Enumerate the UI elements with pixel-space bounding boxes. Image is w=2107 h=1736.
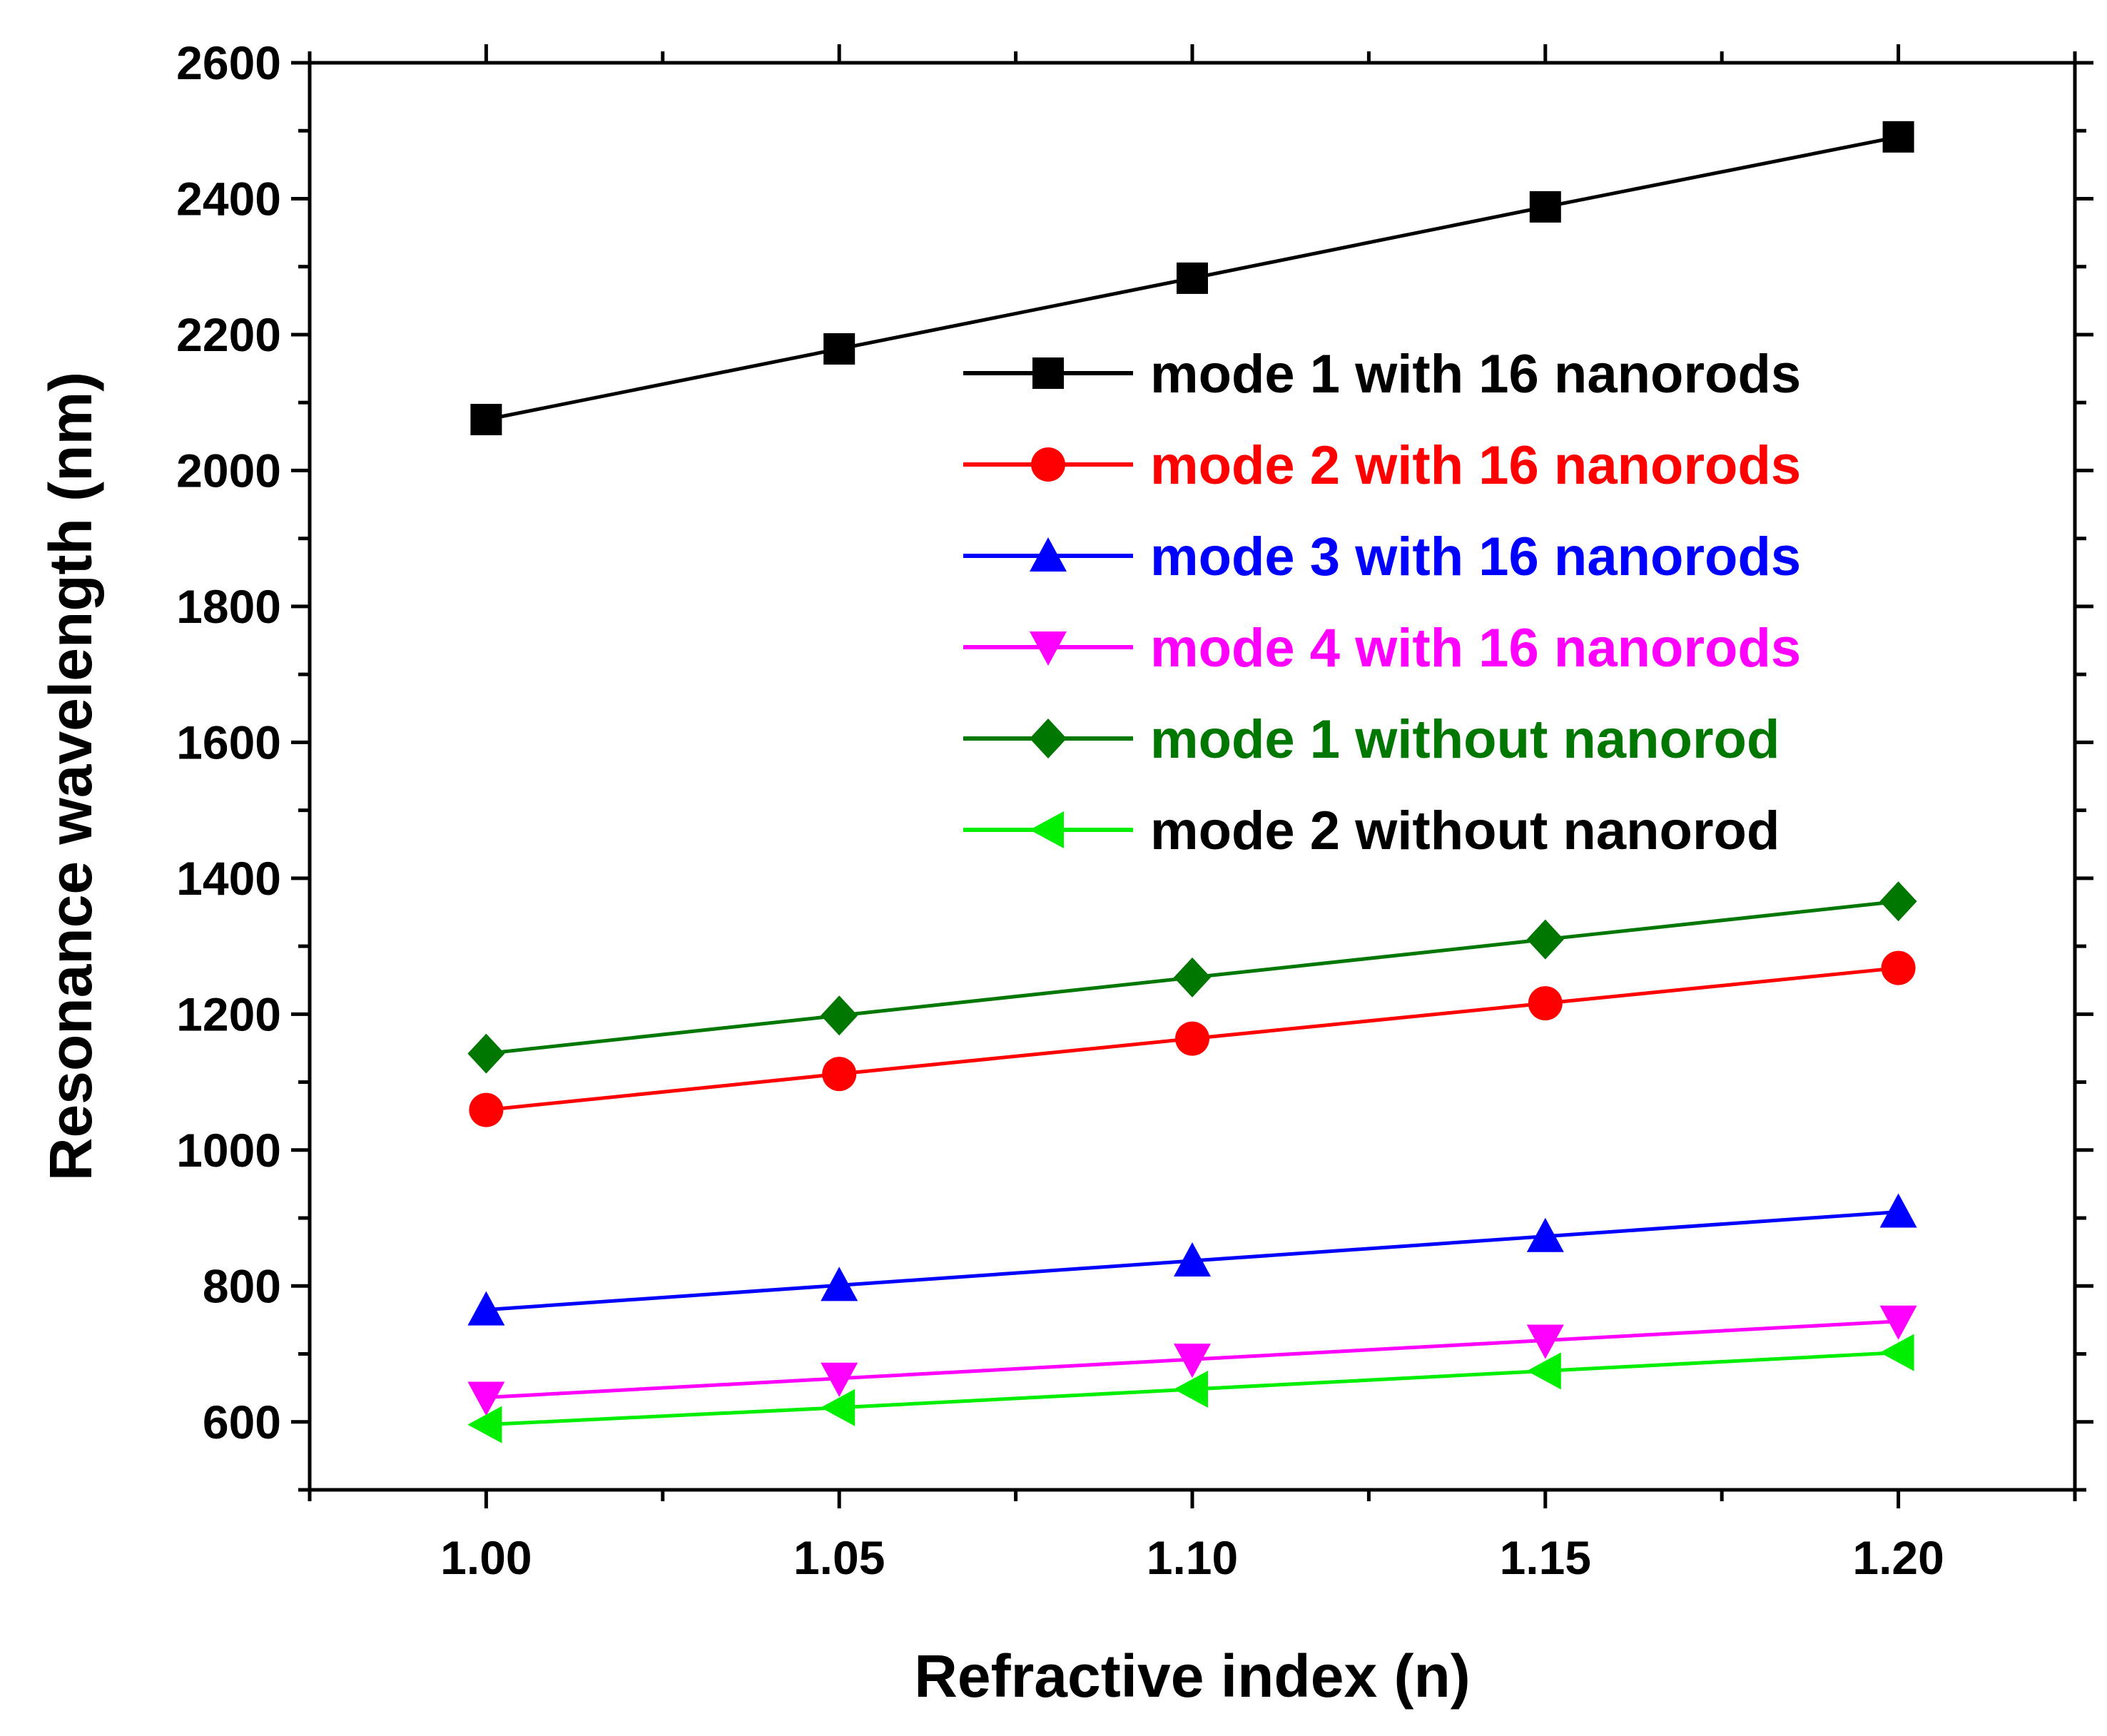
y-tick-label: 1600 bbox=[176, 716, 281, 768]
y-tick-label: 1800 bbox=[176, 580, 281, 633]
x-tick-label: 1.00 bbox=[440, 1531, 532, 1584]
data-point bbox=[821, 1362, 858, 1397]
data-point bbox=[467, 1406, 502, 1443]
y-tick-label: 1000 bbox=[176, 1124, 281, 1177]
legend-entry: mode 1 without nanorod bbox=[963, 709, 1779, 770]
data-point bbox=[1879, 881, 1917, 922]
data-point bbox=[821, 995, 858, 1036]
data-point bbox=[823, 333, 856, 365]
data-point bbox=[1174, 1344, 1211, 1379]
data-point bbox=[822, 1057, 857, 1092]
y-tick-label: 2200 bbox=[176, 308, 281, 361]
x-tick-label: 1.15 bbox=[1500, 1531, 1591, 1584]
data-point bbox=[1881, 950, 1916, 985]
legend-label: mode 1 without nanorod bbox=[1150, 709, 1779, 770]
data-point bbox=[467, 1291, 505, 1326]
data-point bbox=[1882, 121, 1914, 153]
y-tick-label: 1400 bbox=[176, 852, 281, 905]
data-point bbox=[1879, 1193, 1917, 1228]
legend-label: mode 1 with 16 nanorods bbox=[1150, 344, 1801, 405]
series-1 bbox=[470, 121, 1914, 435]
data-point bbox=[467, 1033, 505, 1074]
data-point bbox=[1174, 1242, 1211, 1277]
legend-label: mode 2 without nanorod bbox=[1150, 801, 1779, 861]
data-point bbox=[821, 1267, 858, 1301]
series-2 bbox=[469, 950, 1916, 1127]
y-axis-title: Resonance wavelength (nm) bbox=[37, 372, 104, 1181]
x-axis-title: Refractive index (n) bbox=[914, 1643, 1471, 1710]
data-point bbox=[470, 404, 502, 435]
x-tick-label: 1.20 bbox=[1852, 1531, 1944, 1584]
legend-marker bbox=[1032, 357, 1064, 389]
legend-label: mode 3 with 16 nanorods bbox=[1150, 527, 1801, 587]
data-point bbox=[1529, 191, 1561, 223]
legend-entry: mode 3 with 16 nanorods bbox=[963, 527, 1801, 587]
data-point bbox=[467, 1381, 505, 1416]
data-point bbox=[1177, 262, 1208, 294]
data-point bbox=[1879, 1305, 1917, 1340]
data-point bbox=[1174, 1371, 1208, 1408]
y-tick-label: 2400 bbox=[176, 172, 281, 225]
x-tick-label: 1.10 bbox=[1147, 1531, 1238, 1584]
y-tick-label: 600 bbox=[203, 1396, 281, 1448]
legend-marker bbox=[1030, 537, 1067, 572]
data-point bbox=[821, 1389, 856, 1426]
y-tick-label: 1200 bbox=[176, 988, 281, 1040]
series-6 bbox=[467, 1334, 1914, 1443]
legend: mode 1 with 16 nanorods mode 2 with 16 na… bbox=[963, 344, 1801, 861]
legend-marker bbox=[1030, 719, 1067, 758]
data-point bbox=[1174, 957, 1211, 998]
series-4 bbox=[467, 1305, 1917, 1416]
axes: 1.00 1.05 1.10 1.15 1.20 600 800 1000 1200 1400 16… bbox=[176, 36, 2093, 1584]
legend-marker bbox=[1030, 631, 1067, 666]
series-5 bbox=[467, 881, 1917, 1074]
series-layer bbox=[467, 121, 1917, 1443]
legend-label: mode 2 with 16 nanorods bbox=[1150, 435, 1801, 496]
data-point bbox=[1526, 1324, 1564, 1359]
y-tick-label: 2000 bbox=[176, 444, 281, 497]
legend-label: mode 4 with 16 nanorods bbox=[1150, 618, 1801, 679]
y-tick-label: 800 bbox=[203, 1259, 281, 1312]
legend-entry: mode 2 without nanorod bbox=[963, 801, 1779, 861]
data-point bbox=[1528, 986, 1563, 1021]
legend-marker bbox=[1031, 447, 1065, 482]
legend-entry: mode 4 with 16 nanorods bbox=[963, 618, 1801, 679]
legend-entry: mode 1 with 16 nanorods bbox=[963, 344, 1801, 405]
data-point bbox=[1526, 919, 1564, 960]
y-tick-label: 2600 bbox=[176, 36, 281, 89]
data-point bbox=[1879, 1334, 1914, 1371]
x-tick-label: 1.05 bbox=[793, 1531, 885, 1584]
data-point bbox=[1526, 1217, 1564, 1252]
legend-marker bbox=[1030, 811, 1064, 848]
data-point bbox=[469, 1092, 504, 1127]
data-point bbox=[1526, 1352, 1561, 1390]
legend-entry: mode 2 with 16 nanorods bbox=[963, 435, 1801, 496]
series-3 bbox=[467, 1193, 1917, 1326]
data-point bbox=[1175, 1021, 1209, 1056]
